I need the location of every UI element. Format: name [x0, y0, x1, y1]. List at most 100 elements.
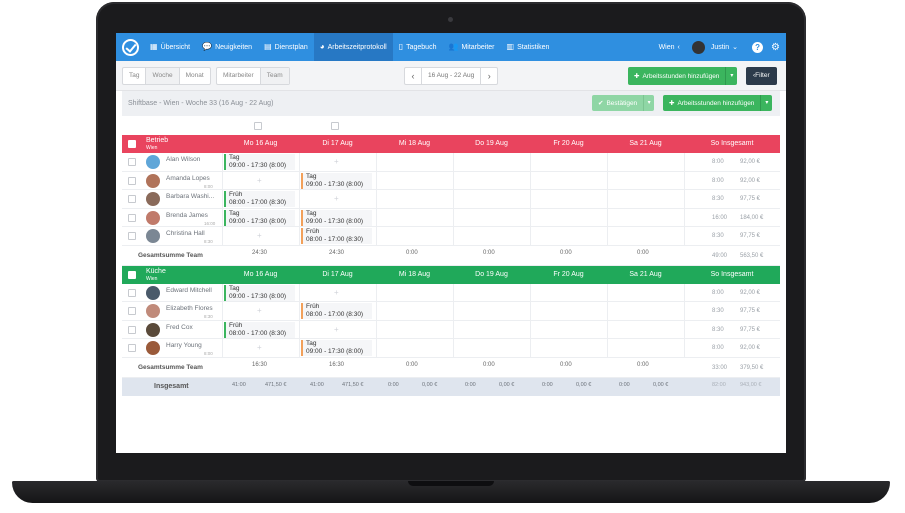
employee-name[interactable]: Harry Young: [166, 342, 202, 349]
add-shift-icon[interactable]: +: [257, 231, 262, 240]
chevron-down-icon[interactable]: ▾: [760, 95, 772, 111]
select-day-checkbox[interactable]: [331, 122, 339, 130]
shift-block[interactable]: Früh 08:00 - 17:00 (8:30): [301, 228, 372, 244]
shift-block[interactable]: Tag 09:00 - 17:30 (8:00): [301, 172, 372, 189]
add-hours-button[interactable]: ✚ Arbeitsstunden hinzufügen ▾: [628, 67, 738, 85]
employee-select-checkbox[interactable]: [128, 344, 136, 352]
grand-wed-eur: 0,00 €: [422, 381, 438, 388]
shift-block[interactable]: Tag 09:00 - 17:30 (8:00): [224, 154, 295, 170]
calendar-icon: ▤: [264, 42, 272, 51]
employee-name[interactable]: Edward Mitchell: [166, 286, 212, 294]
employee-select-checkbox[interactable]: [128, 195, 136, 203]
employee-select-checkbox[interactable]: [128, 325, 136, 334]
employee-select-checkbox[interactable]: [128, 307, 136, 315]
employee-total-hours: 8:30: [712, 196, 724, 202]
toolbar: Tag Woche Monat Mitarbeiter Team ‹ 16 Au…: [116, 61, 786, 91]
day-header: Sa 21 Aug: [629, 140, 662, 147]
bar-chart-icon: ▥: [506, 42, 515, 51]
add-shift-icon[interactable]: +: [334, 157, 339, 166]
team-select-checkbox[interactable]: [128, 270, 136, 279]
employee-name[interactable]: Brenda James: [166, 211, 208, 219]
add-shift-icon[interactable]: +: [334, 324, 339, 334]
group-switch: Mitarbeiter Team: [216, 67, 290, 85]
employee-select-checkbox[interactable]: [128, 213, 136, 222]
group-team[interactable]: Team: [260, 68, 289, 84]
location-selector[interactable]: Wien ‹: [658, 43, 680, 51]
view-week[interactable]: Woche: [146, 68, 180, 84]
employee-name[interactable]: Alan Wilson: [166, 156, 201, 163]
grand-total-eur: 943,00 €: [740, 381, 762, 388]
nav-schedule[interactable]: ▤ Dienstplan: [264, 42, 308, 51]
day-header: Do 19 Aug: [475, 270, 508, 278]
day-select-row: [122, 116, 780, 135]
next-week-button[interactable]: ›: [487, 71, 491, 81]
select-day-checkbox[interactable]: [254, 122, 262, 130]
shift-block[interactable]: Tag 09:00 - 17:30 (8:00): [224, 209, 295, 226]
employee-total-hours: 8:00: [712, 345, 724, 351]
team-name: Küche: [146, 267, 166, 275]
teams-container: Betrieb Wien Mo 16 Aug Di 17 Aug Mi 18 Aug D…: [122, 135, 780, 378]
plus-icon: ✚: [669, 100, 675, 107]
team-day-total: 0:00: [637, 361, 649, 368]
gear-icon[interactable]: ⚙: [771, 41, 780, 53]
team-total-row: Gesamtsumme Team 24:30 24:30 0:00 0:00 0:00 0:…: [122, 246, 780, 266]
confirm-button[interactable]: ✔ Bestätigen ▾: [592, 95, 655, 111]
nav-logbook[interactable]: ▯ Tagebuch: [398, 42, 437, 51]
nav-timesheet[interactable]: ◕ Arbeitszeitprotokoll: [313, 33, 393, 61]
grand-total-hours: 82:00: [712, 381, 726, 388]
employee-select-checkbox[interactable]: [128, 176, 136, 185]
nav-employees[interactable]: 👥 Mitarbeiter: [448, 42, 495, 51]
app-screen: ▦ Übersicht 💬 Neuigkeiten ▤ Dienstplan ◕ Arb…: [116, 33, 786, 453]
add-hours-button-secondary[interactable]: ✚ Arbeitsstunden hinzufügen ▾: [663, 95, 773, 111]
add-shift-icon[interactable]: +: [257, 306, 262, 315]
avatar: [146, 192, 160, 206]
group-employees[interactable]: Mitarbeiter: [217, 68, 261, 84]
add-shift-icon[interactable]: +: [257, 175, 262, 185]
team-header: Betrieb Wien Mo 16 Aug Di 17 Aug Mi 18 Aug D…: [122, 135, 780, 153]
add-shift-icon[interactable]: +: [334, 194, 339, 203]
grand-fri-eur: 0,00 €: [576, 381, 592, 388]
shift-block[interactable]: Tag 09:00 - 17:30 (8:00): [301, 340, 372, 356]
shift-block[interactable]: Früh 08:00 - 17:00 (8:30): [301, 303, 372, 319]
avatar: [691, 40, 705, 54]
shift-block[interactable]: Früh 08:00 - 17:00 (8:30): [224, 191, 295, 207]
nav-statistics[interactable]: ▥ Statistiken: [506, 42, 550, 51]
date-range[interactable]: 16 Aug - 22 Aug: [421, 68, 482, 84]
chevron-down-icon[interactable]: ▾: [725, 67, 737, 85]
employee-select-checkbox[interactable]: [128, 232, 136, 240]
employee-row: Alan Wilson Tag 09:00 - 17:30 (8:00) +8:0…: [122, 153, 780, 172]
team-select-checkbox[interactable]: [128, 140, 136, 148]
nav-news[interactable]: 💬 Neuigkeiten: [202, 42, 253, 51]
shift-block[interactable]: Früh 08:00 - 17:00 (8:30): [224, 321, 295, 338]
filter-button[interactable]: ‹Filter: [746, 67, 777, 85]
plus-icon: ✚: [634, 73, 640, 80]
employee-select-checkbox[interactable]: [128, 288, 136, 297]
employee-name[interactable]: Fred Cox: [166, 323, 193, 331]
employee-total-eur: 92,00 €: [740, 345, 761, 351]
prev-week-button[interactable]: ‹: [411, 71, 415, 81]
employee-row: Brenda James 16:00 Tag 09:00 - 17:30 (8:…: [122, 208, 780, 227]
employee-total-eur: 97,75 €: [740, 326, 761, 333]
employee-name[interactable]: Christina Hall: [166, 230, 205, 237]
add-shift-icon[interactable]: +: [334, 287, 339, 297]
chat-icon: 💬: [202, 42, 213, 51]
employee-name[interactable]: Amanda Lopes: [166, 174, 210, 182]
employee-select-checkbox[interactable]: [128, 158, 136, 166]
employee-name[interactable]: Barbara Washi...: [166, 193, 215, 200]
employee-name[interactable]: Elizabeth Flores: [166, 305, 213, 312]
help-icon[interactable]: ?: [752, 41, 764, 53]
day-header: Fr 20 Aug: [553, 270, 584, 278]
app-logo[interactable]: [116, 33, 144, 61]
team-total-row: Gesamtsumme Team 16:30 16:30 0:00 0:00 0:00 0:…: [122, 358, 780, 378]
chevron-down-icon[interactable]: ▾: [643, 95, 654, 111]
view-day[interactable]: Tag: [123, 68, 147, 84]
add-shift-icon[interactable]: +: [257, 343, 262, 352]
shift-block[interactable]: Tag 09:00 - 17:30 (8:00): [301, 209, 372, 226]
view-month[interactable]: Monat: [185, 72, 204, 79]
view-switch: Tag Woche Monat: [122, 67, 211, 85]
user-menu[interactable]: Justin ⌄: [686, 33, 744, 61]
shift-block[interactable]: Tag 09:00 - 17:30 (8:00): [224, 284, 295, 301]
employee-total-hours: 8:00: [712, 177, 724, 184]
nav-overview[interactable]: ▦ Übersicht: [150, 42, 191, 51]
employee-row: Christina Hall 8:30 + Früh 08:00 - 17:00 …: [122, 227, 780, 246]
